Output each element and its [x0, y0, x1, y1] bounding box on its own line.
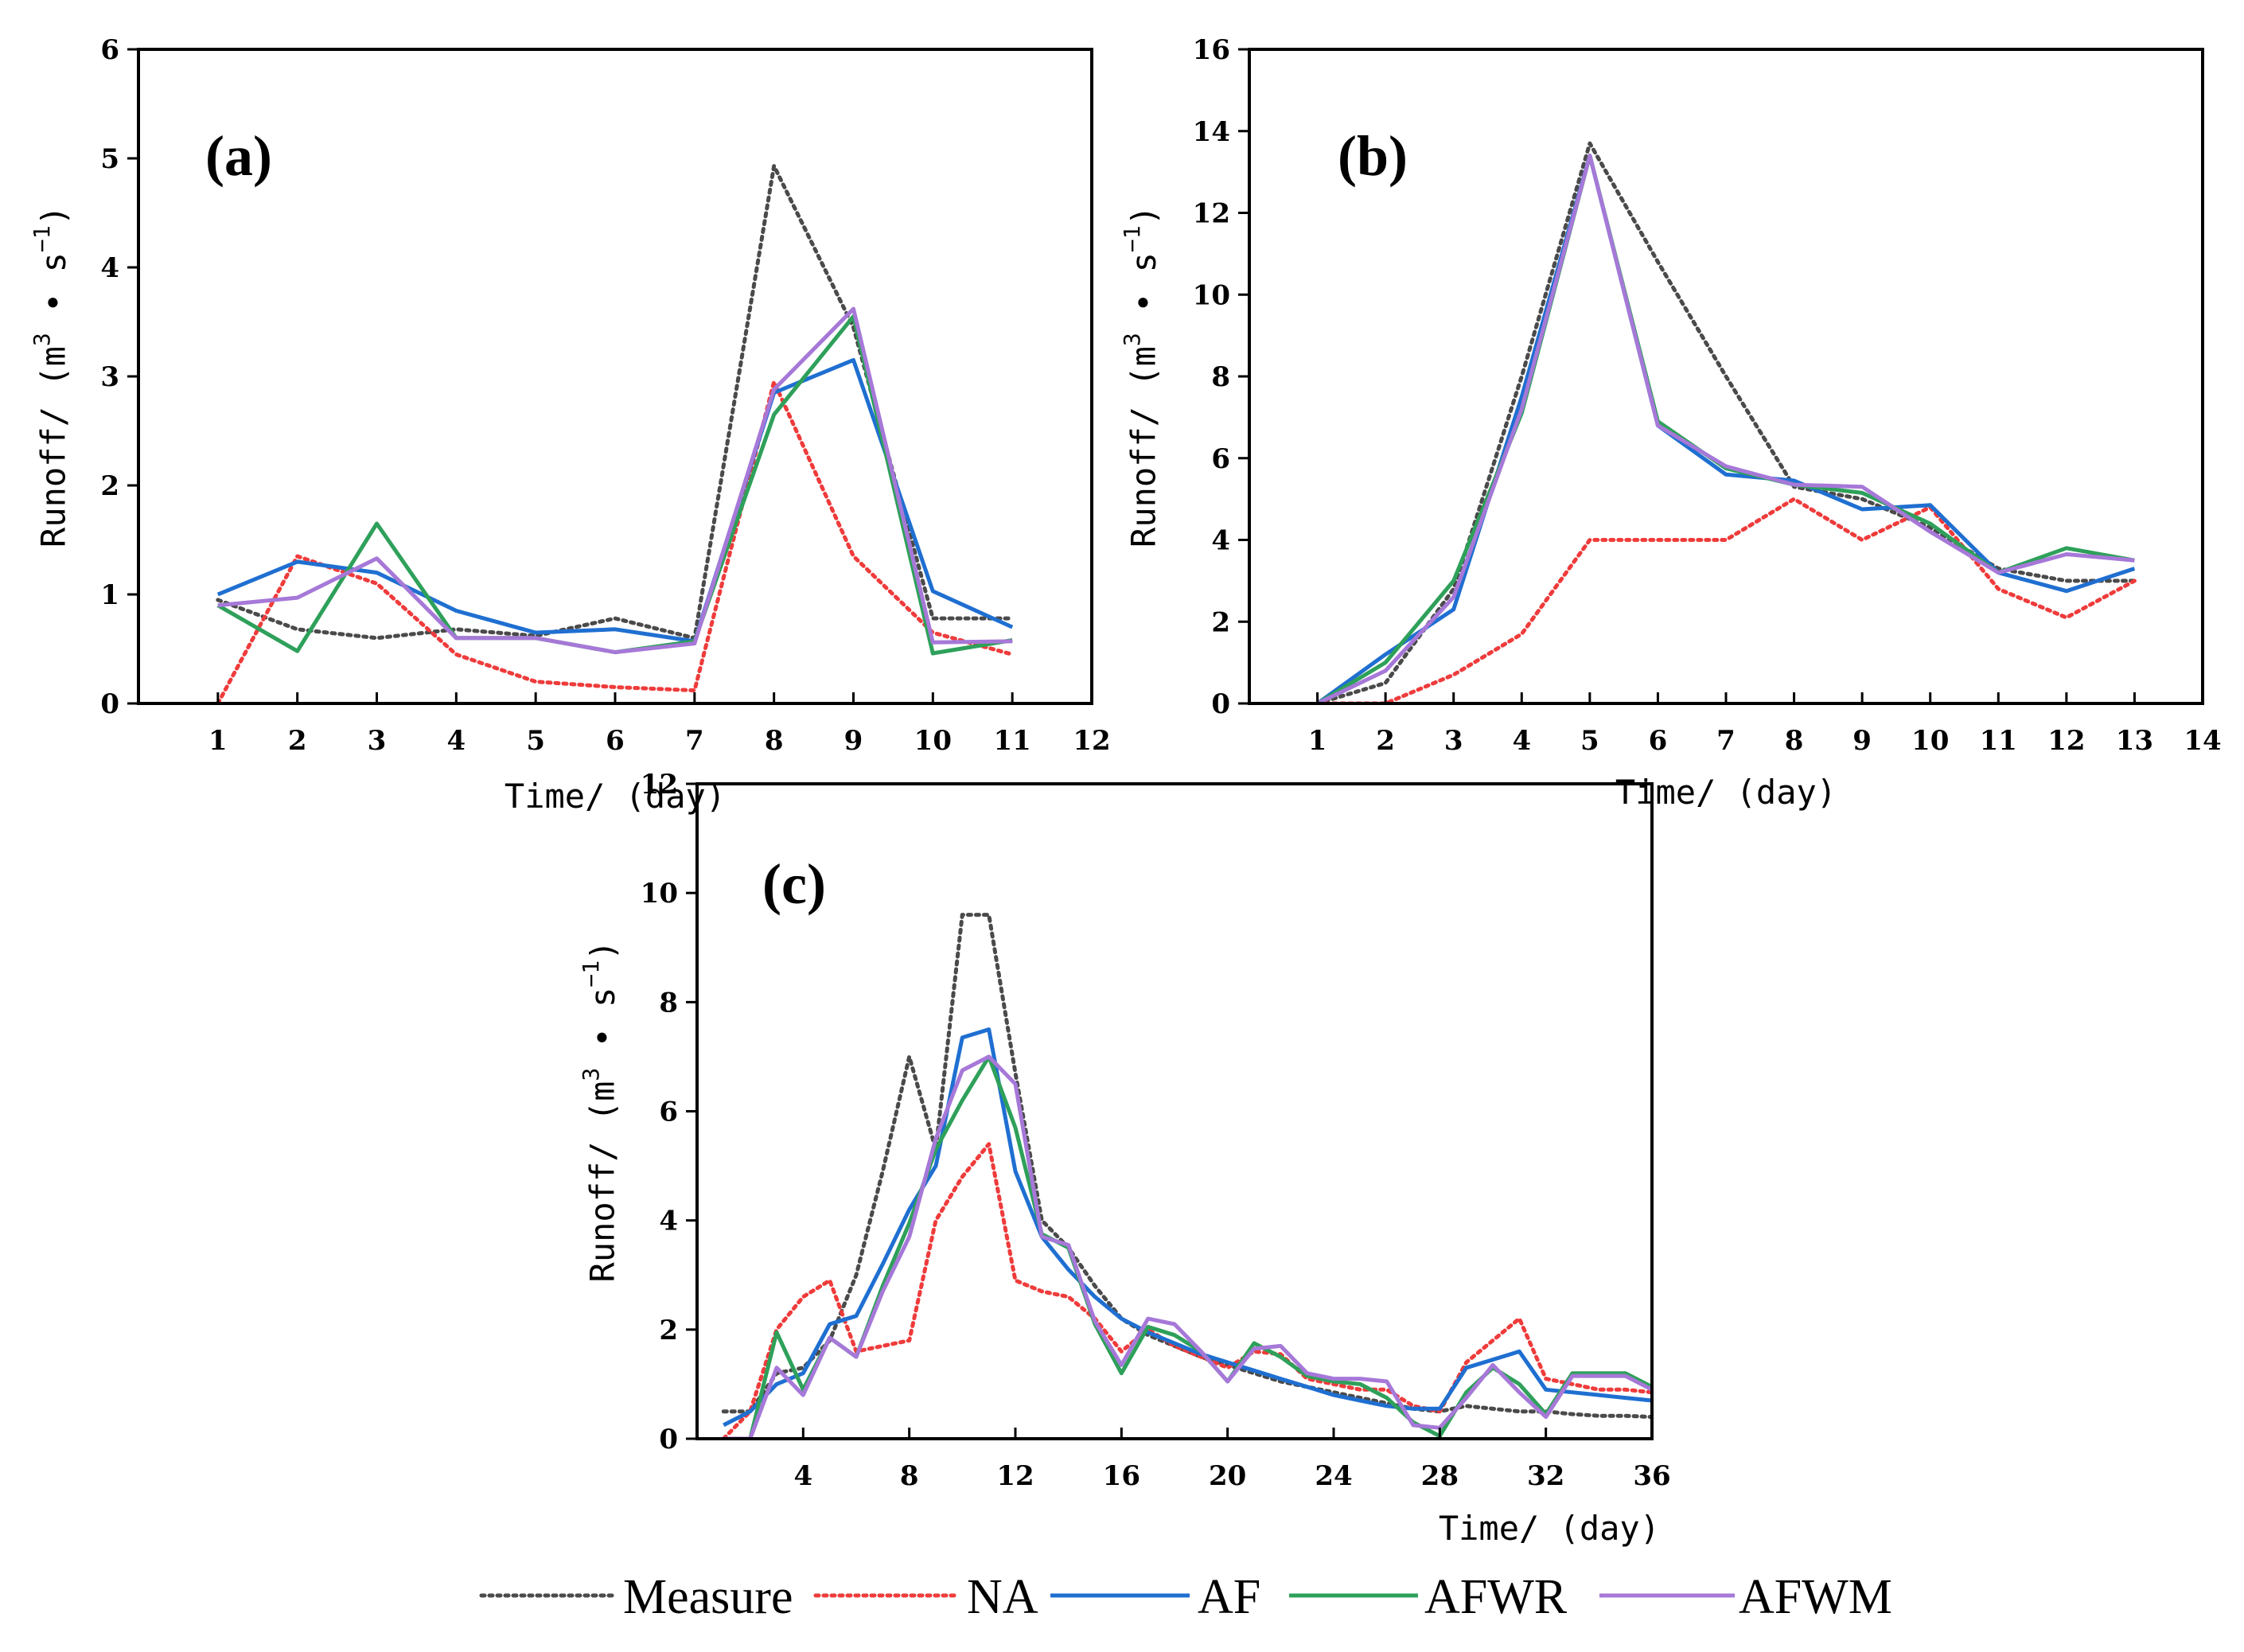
y-tick-label: 14 [1193, 116, 1230, 148]
y-tick-label: 1 [100, 579, 119, 611]
y-tick-label: 0 [659, 1424, 678, 1455]
y-tick-label: 6 [1211, 443, 1230, 475]
x-tick-label: 8 [765, 725, 784, 757]
series-group-c [721, 913, 1652, 1439]
y-tick-label: 2 [1211, 606, 1230, 638]
y-tick-label: 10 [1193, 279, 1230, 311]
legend-label-afwr: AFWR [1424, 1570, 1568, 1624]
x-tick-label: 14 [2184, 725, 2221, 757]
series-line-afwm-c [723, 1054, 1652, 1439]
y-tick-label: 2 [100, 470, 119, 502]
y-tick-label: 5 [100, 143, 119, 175]
series-group-b [1315, 141, 2137, 703]
y-tick-label: 12 [1193, 198, 1230, 230]
y-tick-label: 2 [659, 1315, 678, 1346]
x-tick-label: 3 [1444, 725, 1463, 757]
series-line-af-a [216, 357, 1014, 644]
y-tick-label: 12 [641, 769, 678, 801]
legend: Measure NA AF AFWR AFWM [479, 1570, 1892, 1624]
x-tick-label: 10 [914, 725, 952, 757]
x-tick-label: 13 [2116, 725, 2153, 757]
x-tick-label: 32 [1527, 1460, 1564, 1492]
legend-label-afwm: AFWM [1739, 1570, 1892, 1624]
x-tick-label: 7 [1716, 725, 1736, 757]
series-line-afwr-b [1316, 154, 2135, 703]
series-line-afwr-a [216, 314, 1013, 656]
x-tick-label: 11 [994, 725, 1031, 757]
y-tick-label: 6 [659, 1097, 678, 1128]
series-group-a [216, 164, 1015, 703]
x-tick-label: 5 [1580, 725, 1599, 757]
y-axis-label-b: Runoff/ (m3 • s−1) [1119, 205, 1163, 547]
series-line-measure-b [1315, 141, 2137, 703]
x-tick-label: 1 [208, 725, 228, 757]
series-line-na-c [721, 1142, 1652, 1439]
series-line-na-a [216, 380, 1015, 703]
legend-label-na: NA [967, 1570, 1038, 1624]
x-axis-label-c: Time/ (day) [1439, 1509, 1660, 1548]
x-tick-label: 2 [288, 725, 307, 757]
x-tick-label: 7 [685, 725, 704, 757]
x-tick-label: 2 [1376, 725, 1395, 757]
x-tick-label: 1 [1308, 725, 1327, 757]
x-tick-label: 6 [1649, 725, 1668, 757]
x-tick-label: 11 [1980, 725, 2017, 757]
y-axis-label-c: Runoff/ (m3 • s−1) [578, 941, 622, 1283]
series-line-afwm-a [217, 306, 1013, 655]
x-tick-label: 4 [1512, 725, 1531, 757]
x-tick-label: 5 [526, 725, 545, 757]
x-tick-label: 20 [1209, 1460, 1246, 1492]
x-tick-label: 12 [996, 1460, 1034, 1492]
y-tick-label: 4 [659, 1206, 678, 1237]
panel-label-a: (a) [205, 124, 272, 188]
y-tick-label: 4 [1211, 525, 1230, 557]
x-tick-label: 28 [1421, 1460, 1459, 1492]
x-tick-label: 8 [1785, 725, 1804, 757]
panel-b-chart: 1 2 3 4 5 6 7 8 9 10 11 12 13 140246810121416(b)Time/… [1119, 34, 2222, 812]
x-tick-label: 4 [793, 1460, 812, 1492]
x-tick-label: 12 [2047, 725, 2085, 757]
y-tick-label: 0 [100, 688, 119, 720]
y-tick-label: 8 [1211, 361, 1230, 393]
x-tick-label: 16 [1103, 1460, 1140, 1492]
x-axis-label-b: Time/ (day) [1615, 773, 1837, 812]
panel-label-c: (c) [762, 852, 826, 916]
x-tick-label: 9 [1852, 725, 1872, 757]
series-line-afwm-b [1316, 154, 2135, 703]
x-tick-label: 6 [606, 725, 625, 757]
series-line-af-b [1316, 154, 2136, 703]
legend-label-af: AF [1198, 1570, 1260, 1624]
x-tick-label: 24 [1315, 1460, 1352, 1492]
series-line-af-c [723, 1027, 1652, 1428]
y-tick-label: 8 [659, 987, 678, 1019]
y-tick-label: 6 [100, 34, 119, 66]
x-tick-label: 3 [368, 725, 387, 757]
x-tick-label: 12 [1073, 725, 1110, 757]
legend-label-measure: Measure [623, 1570, 793, 1624]
x-axis-label-a: Time/ (day) [505, 777, 726, 816]
y-tick-label: 4 [100, 252, 119, 284]
y-tick-label: 16 [1193, 34, 1230, 66]
series-line-na-b [1315, 497, 2137, 703]
x-tick-label: 10 [1911, 725, 1949, 757]
plot-frame-c [695, 782, 1654, 1440]
y-axis-label-a: Runoff/ (m3 • s−1) [29, 205, 73, 547]
x-tick-label: 9 [844, 725, 863, 757]
x-tick-label: 4 [446, 725, 466, 757]
y-tick-label: 0 [1211, 688, 1230, 720]
panel-label-b: (b) [1338, 124, 1408, 188]
plot-frame-a [137, 48, 1093, 705]
y-tick-label: 10 [641, 878, 678, 910]
x-tick-label: 8 [900, 1460, 919, 1492]
y-tick-label: 3 [100, 361, 119, 393]
x-tick-label: 36 [1633, 1460, 1670, 1492]
